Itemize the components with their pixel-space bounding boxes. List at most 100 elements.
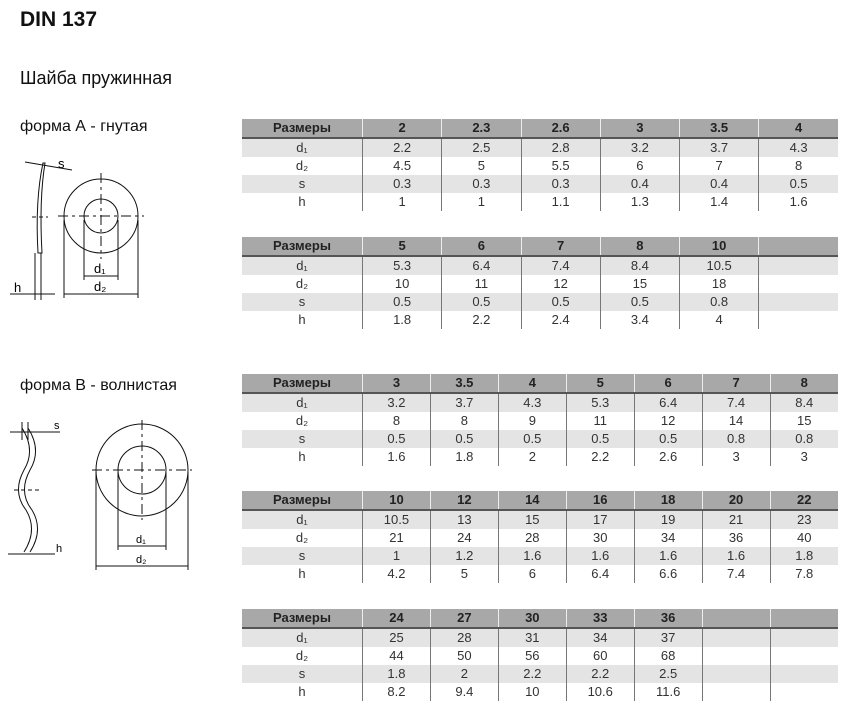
table-row: d₁ 10.5 13 15 17 19 21 23	[242, 510, 838, 529]
table-cell: 5	[429, 565, 499, 583]
size-header-cell: 18	[633, 491, 703, 511]
size-header-cell: 27	[429, 609, 499, 629]
table-cell: 3.4	[599, 311, 680, 329]
table-cell: 0.8	[701, 430, 771, 448]
size-header-cell: 2.3	[441, 119, 521, 139]
table-cell: 0.5	[429, 430, 499, 448]
drawing-label-h: h	[14, 280, 21, 295]
size-header-cell	[769, 609, 838, 629]
table-cell: 1.8	[769, 547, 838, 565]
table-cell: 0.5	[565, 430, 635, 448]
table-cell: 1.6	[701, 547, 771, 565]
row-label: h	[298, 684, 306, 699]
table-cell: 12	[520, 275, 601, 293]
size-header-cell	[758, 237, 838, 257]
table-cell: 9.4	[429, 683, 499, 701]
table-cell: 2.2	[565, 665, 635, 683]
table-row: d₁ 25 28 31 34 37	[242, 628, 838, 647]
table-cell: 0.5	[497, 430, 567, 448]
table-cell: 37	[633, 628, 703, 647]
table-cell: 1.8	[429, 448, 499, 466]
table-cell: 6.6	[633, 565, 703, 583]
size-header-cell: 6	[441, 237, 521, 257]
table-cell: 1.8	[362, 665, 431, 683]
table-cell: 2.4	[520, 311, 601, 329]
size-header-cell: 20	[701, 491, 771, 511]
table-header-row: Размеры 10 12 14 16 18 20 22	[242, 491, 838, 511]
table-cell: 4.2	[362, 565, 431, 583]
table-cell: 0.3	[520, 175, 601, 193]
table-cell: 0.8	[769, 430, 838, 448]
table-cell: 1.6	[497, 547, 567, 565]
table-cell: 21	[362, 529, 431, 547]
table-cell: 19	[633, 510, 703, 529]
table-cell: 3.7	[678, 138, 759, 157]
row-label: d₂	[295, 530, 309, 545]
drawing-label-d1: d₁	[136, 534, 146, 546]
table-cell: 8.2	[362, 683, 431, 701]
table-cell: 25	[362, 628, 431, 647]
table-cell: 1.6	[565, 547, 635, 565]
table-cell	[758, 256, 838, 275]
size-header-cell: 22	[769, 491, 838, 511]
size-table: Размеры 24 27 30 33 36 d₁ 25 28 31 34 37 d₂ 44 50 56 60 6…	[242, 609, 838, 701]
table-cell: 14	[701, 412, 771, 430]
size-header-cell: 16	[565, 491, 635, 511]
table-cell: 1.3	[599, 193, 680, 211]
drawing-label-h: h	[56, 543, 62, 555]
table-cell: 0.4	[599, 175, 680, 193]
table-cell: 0.5	[758, 175, 838, 193]
size-header-cell: 10	[678, 237, 759, 257]
table-cell: 3.2	[599, 138, 680, 157]
table-cell: 7.4	[520, 256, 601, 275]
size-header-cell: 5	[565, 374, 635, 394]
drawing-label-s: s	[58, 156, 65, 171]
table-cell: 3.7	[429, 393, 499, 412]
table-cell: 56	[497, 647, 567, 665]
row-label: d₁	[242, 138, 363, 157]
row-label: d₂	[295, 276, 309, 291]
table-row: s 0.5 0.5 0.5 0.5 0.8	[242, 293, 838, 311]
table-row: h 4.2 5 6 6.4 6.6 7.4 7.8	[242, 565, 838, 583]
table-cell: 1.1	[520, 193, 601, 211]
row-label: d₁	[242, 628, 363, 647]
table-cell: 6.4	[633, 393, 703, 412]
table-cell: 0.5	[599, 293, 680, 311]
table-header-row: Размеры 5 6 7 8 10	[242, 237, 838, 257]
page-title: DIN 137	[20, 8, 98, 31]
table-cell: 2.2	[565, 448, 635, 466]
size-header-cell: 6	[633, 374, 703, 394]
size-header-cell: 4	[758, 119, 838, 139]
table-cell: 0.3	[361, 175, 442, 193]
table-cell: 1	[362, 547, 431, 565]
table-cell: 5.3	[361, 256, 442, 275]
size-header-cell: 30	[497, 609, 567, 629]
table-cell	[769, 665, 838, 683]
table-row: d₁ 5.3 6.4 7.4 8.4 10.5	[242, 256, 838, 275]
table-cell: 8	[429, 412, 499, 430]
size-header-cell: 7	[520, 237, 601, 257]
table-cell: 68	[633, 647, 703, 665]
form-a-label: форма А - гнутая	[20, 118, 148, 135]
row-label: h	[298, 449, 306, 464]
table-cell: 24	[429, 529, 499, 547]
table-cell: 28	[429, 628, 499, 647]
table-cell: 1.6	[362, 448, 431, 466]
table-cell: 9	[497, 412, 567, 430]
table-cell: 18	[678, 275, 759, 293]
form-a-drawing: s h d₁ d₂	[10, 156, 144, 300]
row-label: s	[242, 175, 363, 193]
row-label: d₂	[295, 648, 309, 663]
table-cell: 12	[633, 412, 703, 430]
table-cell: 1	[441, 193, 521, 211]
table-cell: 11	[441, 275, 521, 293]
table-cell: 0.5	[362, 430, 431, 448]
table-cell: 60	[565, 647, 635, 665]
size-header-cell: 12	[429, 491, 499, 511]
header-label: Размеры	[242, 374, 363, 394]
header-label: Размеры	[242, 609, 363, 629]
table-cell: 40	[769, 529, 838, 547]
table-cell: 36	[701, 529, 771, 547]
size-header-cell: 3.5	[678, 119, 759, 139]
table-cell: 44	[362, 647, 431, 665]
